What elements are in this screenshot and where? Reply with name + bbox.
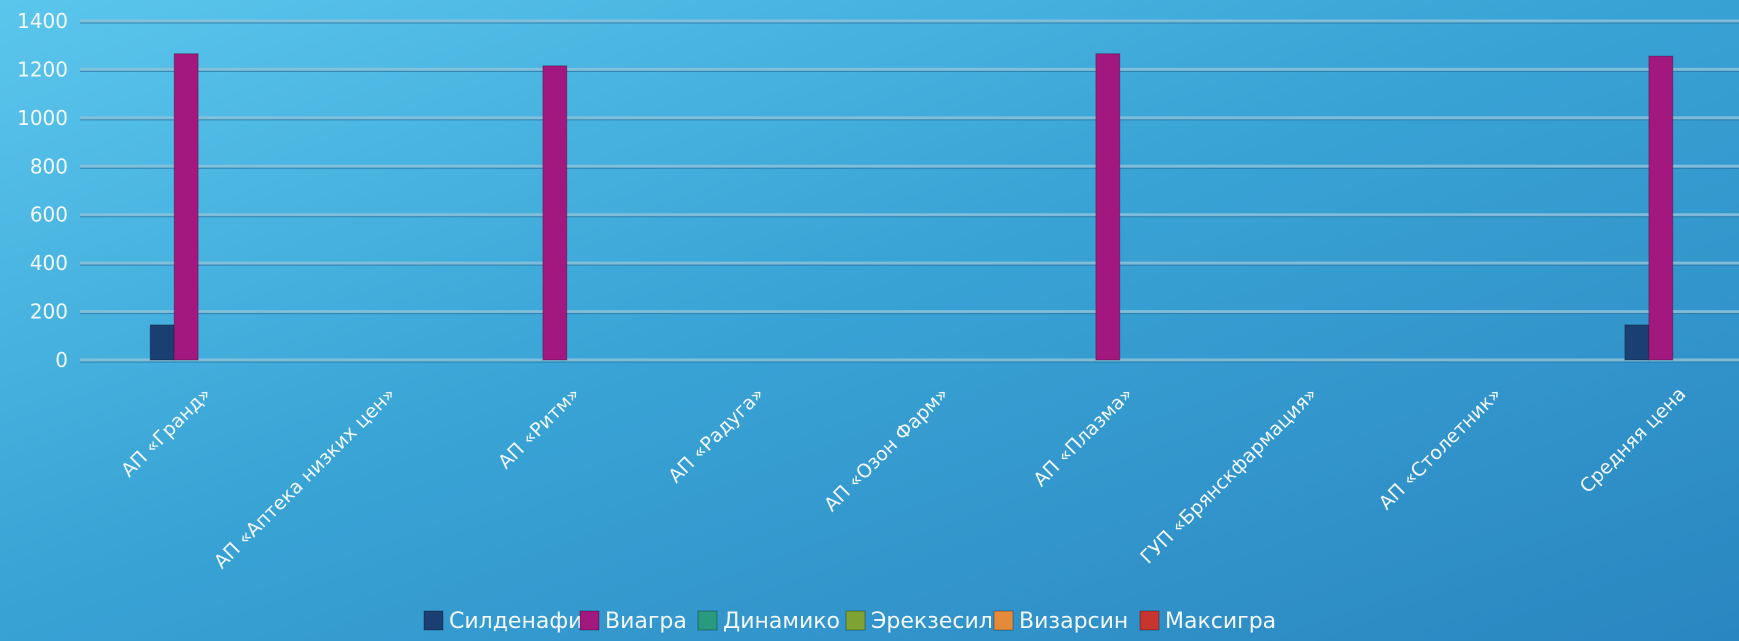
bar-sildenafil [1624,324,1650,361]
x-tick-label: АП «Столетник» [1375,383,1506,514]
legend-label: Эрекзесил [871,609,993,634]
y-tick-label: 0 [55,348,68,372]
x-tick-label: Средняя цена [1576,383,1691,498]
bars [149,53,1674,361]
legend-swatch [423,610,444,631]
bar-viagra [173,53,199,361]
x-tick-label: АП «Озон Фарм» [820,383,953,516]
bar-sildenafil [149,324,175,361]
y-tick-label: 600 [30,203,68,227]
legend-label: Максигра [1165,609,1276,634]
legend-item: Силденафил [423,609,597,634]
legend: Силденафил Виагра Динамико Эрекзесил Визарси… [423,609,1276,634]
x-tick-label: ГУП «Брянскфармация» [1136,383,1321,568]
legend-label: Силденафил [449,609,597,634]
legend-item: Максигра [1139,609,1276,634]
y-tick-label: 400 [30,251,68,275]
y-tick-label: 200 [30,300,68,324]
x-tick-label: АП «Гранд» [117,383,216,482]
legend-label: Визарсин [1019,609,1128,634]
y-tick-label: 1000 [17,106,68,130]
bar-viagra [1648,55,1674,361]
x-tick-label: АП «Плазма» [1029,383,1137,491]
x-tick-label: АП «Ритм» [494,383,584,473]
x-tick-label: АП «Аптека низких цен» [210,383,400,573]
legend-label: Виагра [605,609,687,634]
legend-item: Виагра [579,609,687,634]
y-axis-tick-labels: 0 200 400 600 800 1000 1200 1400 [17,9,68,372]
legend-item: Визарсин [993,609,1128,634]
legend-swatch [1139,610,1160,631]
x-axis-tick-labels: АП «Гранд»АП «Аптека низких цен» АП «Ритм… [117,383,1690,573]
y-tick-label: 800 [30,154,68,178]
legend-item: Эрекзесил [845,609,993,634]
bar-viagra [542,65,568,361]
y-tick-label: 1200 [17,57,68,81]
legend-item: Динамико [697,609,840,634]
bar-viagra [1095,53,1121,361]
y-tick-label: 1400 [17,9,68,33]
x-tick-label: АП «Радуга» [664,383,768,487]
legend-swatch [993,610,1014,631]
legend-swatch [579,610,600,631]
legend-swatch [697,610,718,631]
grid-lines [80,19,1739,363]
legend-swatch [845,610,866,631]
legend-label: Динамико [723,609,840,634]
